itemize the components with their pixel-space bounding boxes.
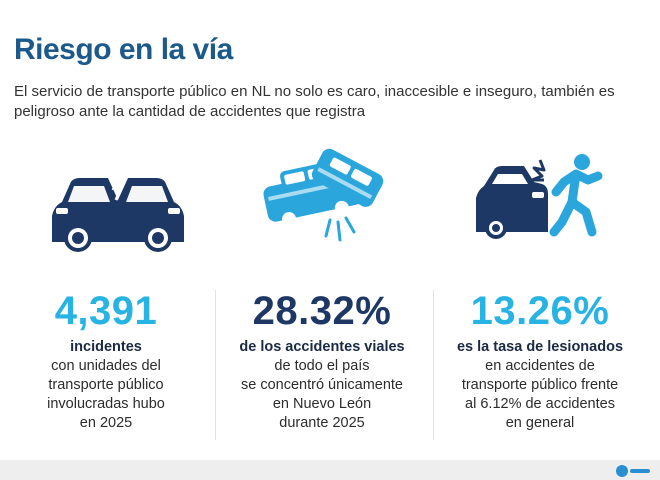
car-crash-icon <box>263 148 384 242</box>
stat-line: al 6.12% de accidentes <box>465 396 615 412</box>
stat-highlight: incidentes <box>70 339 142 355</box>
stat-line: de todo el país <box>274 358 370 374</box>
stat-column-percentage-accidents: 28.32% de los accidentes viales de todo … <box>222 288 422 433</box>
stat-line: en 2025 <box>79 415 133 431</box>
stat-line: en accidentes de <box>485 358 595 374</box>
pedestrian-hit-icon <box>476 154 603 239</box>
car-front-collision-icon <box>52 175 184 252</box>
stat-line: durante 2025 <box>279 415 365 431</box>
footer-bar <box>0 460 660 480</box>
page-subtitle: El servicio de transporte público en NL … <box>14 83 615 120</box>
column-divider <box>433 290 434 440</box>
stat-column-injury-rate: 13.26% es la tasa de lesionados en accid… <box>440 288 640 433</box>
stat-line: en Nuevo León <box>272 396 372 412</box>
stat-highlight: de los accidentes viales <box>239 339 405 355</box>
stat-line: transporte público frente <box>461 377 619 393</box>
stat-highlight: es la tasa de lesionados <box>456 339 624 355</box>
stat-value: 4,391 <box>54 289 158 333</box>
logo-dot-icon <box>616 465 628 477</box>
page-title: Riesgo en la vía <box>14 33 233 66</box>
stat-line: transporte público <box>48 377 164 393</box>
logo-bar-icon <box>630 469 650 473</box>
stat-value: 28.32% <box>252 289 392 333</box>
column-divider <box>215 290 216 440</box>
stat-line: se concentró únicamente <box>240 377 403 393</box>
stat-column-incidents: 4,391 incidentes con unidades del transp… <box>6 288 206 433</box>
stat-line: con unidades del <box>51 358 161 374</box>
stat-line: en general <box>505 415 575 431</box>
brand-logo <box>616 465 650 477</box>
stat-value: 13.26% <box>470 289 610 333</box>
stat-line: involucradas hubo <box>47 396 165 412</box>
